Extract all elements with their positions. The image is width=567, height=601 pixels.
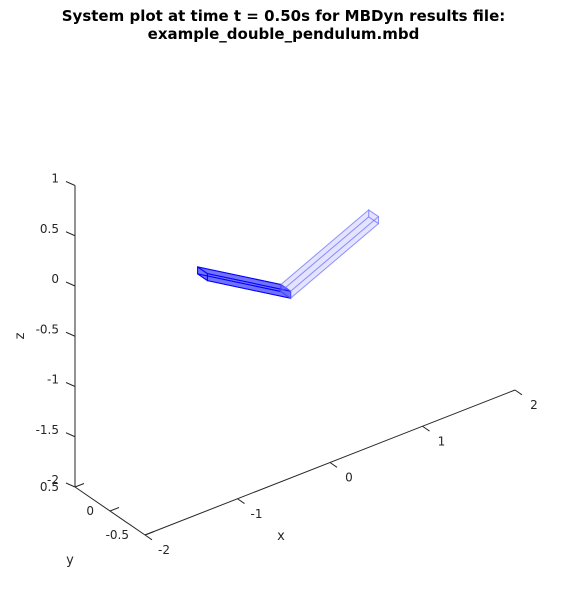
z-axis-label: z [13, 332, 28, 339]
z-tick-label-4: 0 [51, 272, 59, 286]
body-1-face-3 [280, 208, 370, 293]
z-tick-5 [65, 231, 76, 237]
x-tick-label-1: -1 [251, 507, 263, 521]
z-tick-label-2: -1 [47, 373, 59, 387]
bodies-layer [197, 208, 380, 300]
body-0-face-5 [206, 272, 292, 299]
y-axis-label: y [66, 553, 74, 568]
y-tick-label-2: 0.5 [40, 480, 59, 494]
x-tick-4 [514, 389, 523, 396]
x-tick-3 [422, 425, 430, 432]
x-tick-label-3: 1 [438, 434, 446, 448]
z-tick-6 [65, 181, 76, 186]
y-tick-label-1: 0 [86, 504, 94, 518]
z-tick-3 [65, 331, 76, 337]
body-1-face-0 [280, 283, 292, 300]
body-1-face-1 [368, 208, 379, 225]
body-1-face-4 [280, 209, 380, 292]
x-tick-2 [329, 462, 338, 468]
z-tick-label-0: -2 [47, 473, 59, 487]
x-axis-label: x [277, 529, 285, 544]
x-tick-label-2: 0 [345, 471, 353, 485]
z-tick-label-1: -1.5 [36, 423, 59, 437]
z-tick-label-6: 1 [51, 172, 59, 186]
y-tick-0 [144, 531, 155, 536]
z-tick-2 [65, 382, 76, 387]
y-tick-label-0: -0.5 [106, 528, 129, 542]
y-tick-1 [109, 507, 120, 512]
z-tick-4 [65, 281, 76, 287]
body-1-face-2 [280, 216, 380, 299]
x-tick-0 [144, 534, 153, 541]
z-tick-1 [65, 432, 76, 438]
x-tick-1 [237, 498, 245, 504]
x-tick-label-4: 2 [530, 398, 538, 412]
chart-title-line-2: example_double_pendulum.mbd [147, 25, 420, 43]
z-tick-label-3: -0.5 [36, 322, 59, 336]
body-1-face-5 [290, 215, 379, 300]
body-0 [197, 265, 292, 300]
z-tick-label-5: 0.5 [40, 222, 59, 236]
chart-title-line-1: System plot at time t = 0.50s for MBDyn … [61, 7, 506, 25]
x-tick-label-0: -2 [158, 543, 170, 557]
y-tick-2 [74, 483, 85, 488]
body-1 [280, 208, 380, 300]
z-tick-0 [65, 482, 76, 488]
